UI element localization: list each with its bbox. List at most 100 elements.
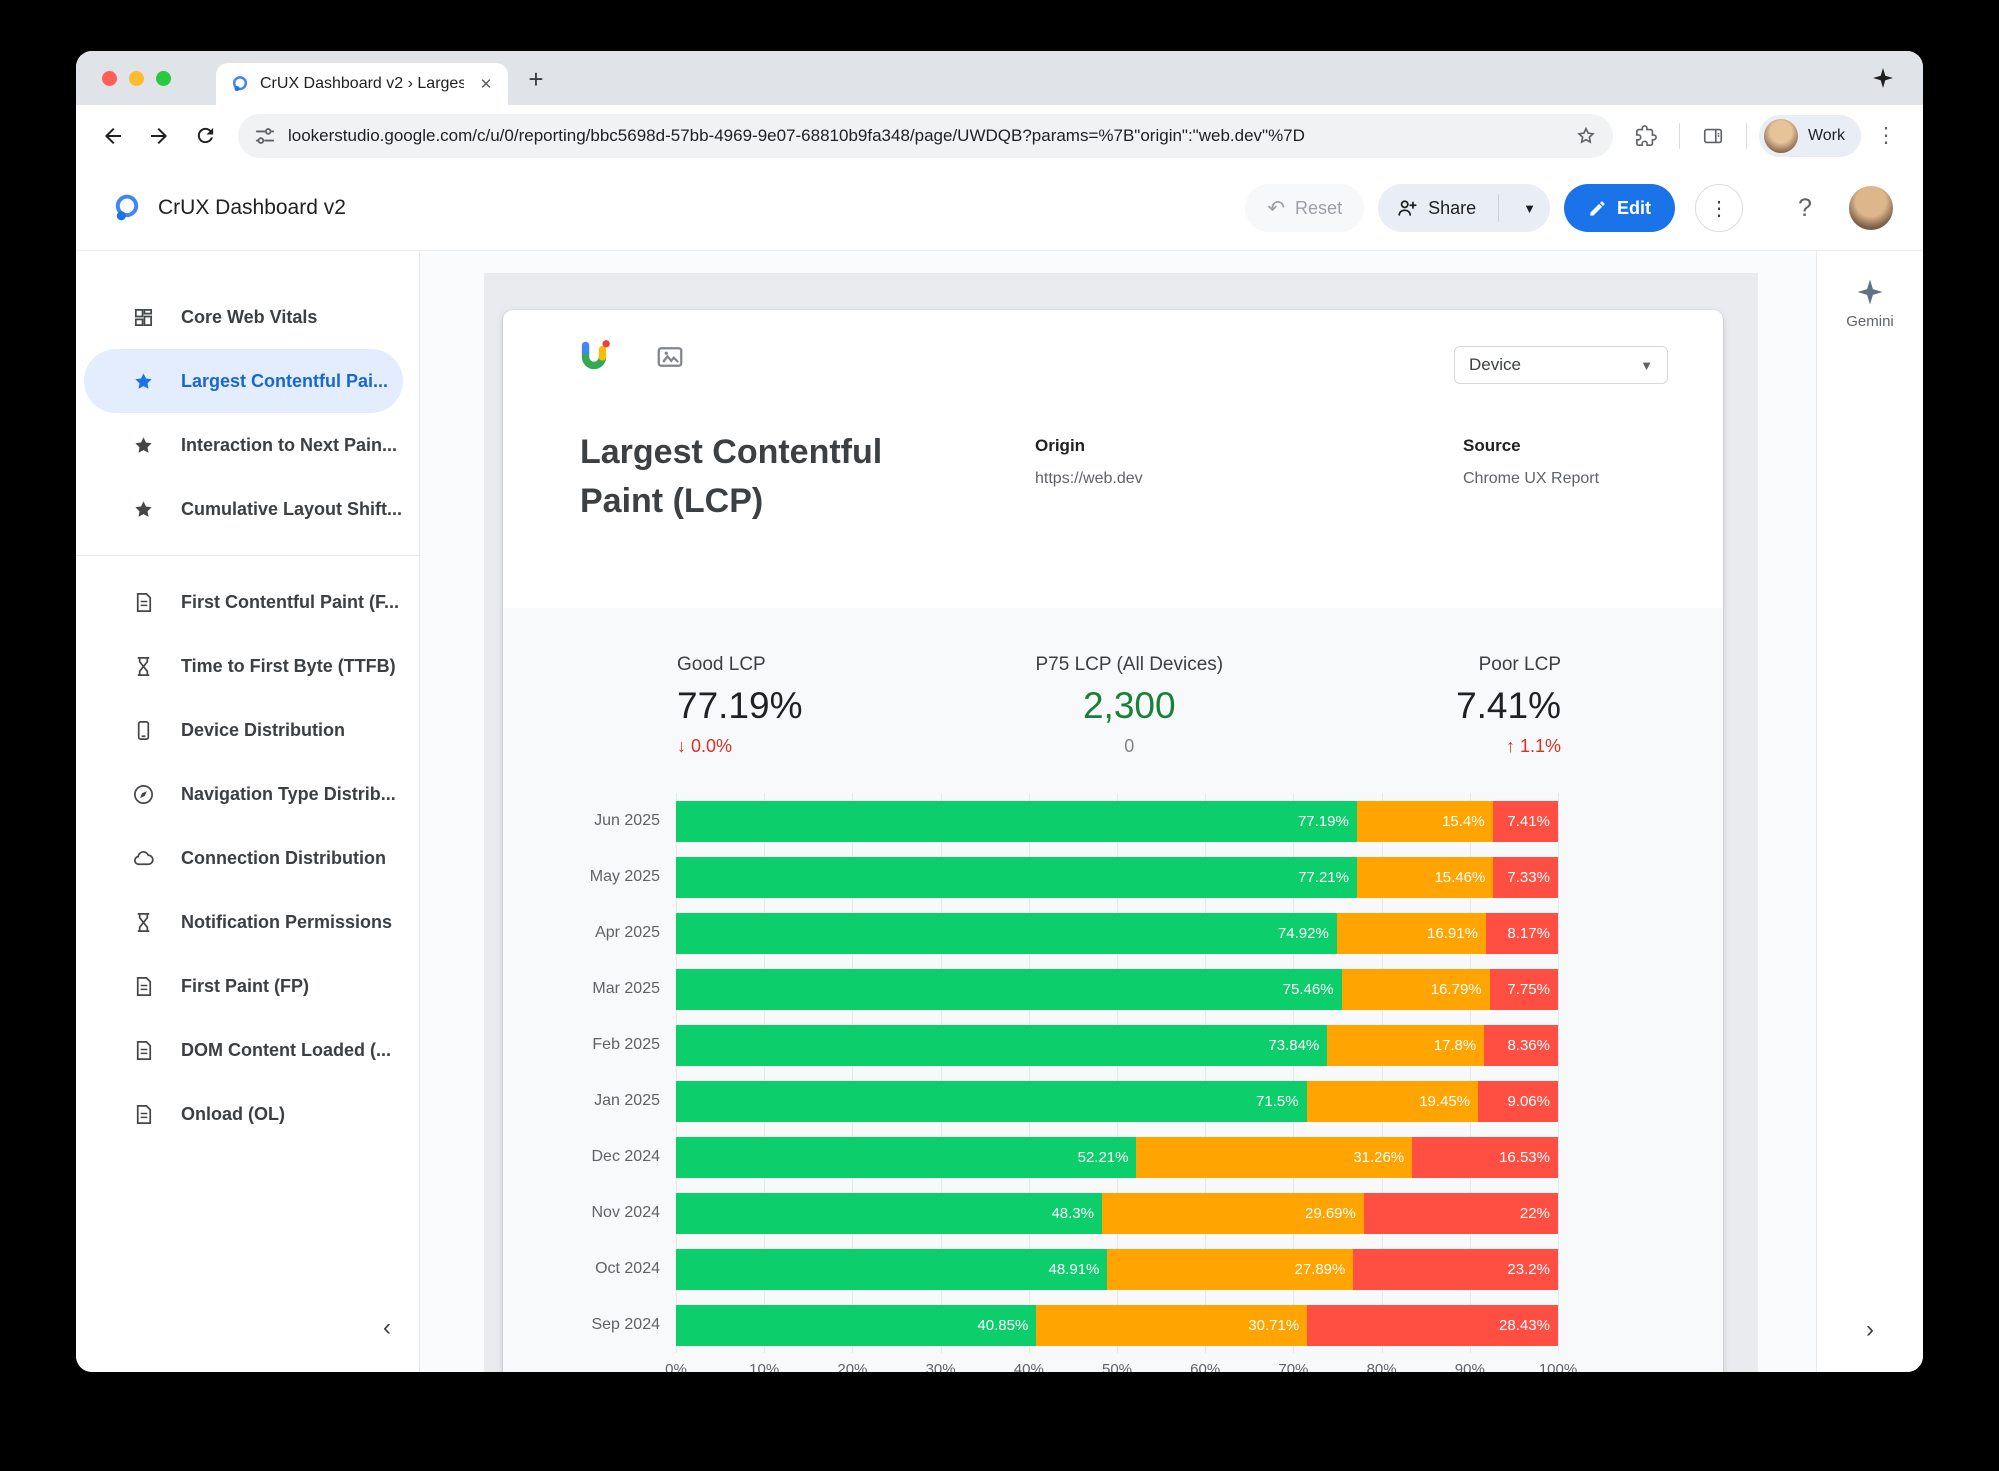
close-window-button[interactable] (102, 71, 117, 86)
bar-segment-needs-improvement[interactable]: 30.71% (1036, 1304, 1308, 1346)
chart-row-bars: 40.85% 30.71% 28.43% (676, 1304, 1558, 1346)
help-icon[interactable]: ? (1798, 193, 1812, 222)
sidebar-item[interactable]: Largest Contentful Pai... (84, 349, 403, 413)
sidebar-item[interactable]: Time to First Byte (TTFB) (84, 634, 403, 698)
report-card-header: Device ▼ Largest Contentful Paint (LCP) … (503, 310, 1723, 608)
bar-segment-good[interactable]: 48.3% (676, 1192, 1102, 1234)
bar-segment-poor[interactable]: 16.53% (1412, 1136, 1558, 1178)
bar-segment-poor[interactable]: 23.2% (1353, 1248, 1558, 1290)
bar-segment-good[interactable]: 77.19% (676, 800, 1357, 842)
account-avatar[interactable] (1849, 186, 1893, 230)
report-logo-icon (575, 338, 613, 376)
device-filter-select[interactable]: Device ▼ (1454, 346, 1668, 384)
image-icon[interactable] (655, 342, 685, 372)
bar-segment-poor[interactable]: 8.36% (1484, 1024, 1558, 1066)
browser-menu-icon[interactable]: ⋮ (1875, 124, 1897, 147)
sidebar-item[interactable]: Interaction to Next Pain... (84, 413, 403, 477)
side-panel-icon[interactable] (1692, 115, 1734, 157)
chart-row-bars: 48.3% 29.69% 22% (676, 1192, 1558, 1234)
profile-chip[interactable]: Work (1758, 114, 1861, 157)
bar-segment-poor[interactable]: 7.75% (1489, 968, 1558, 1010)
bar-segment-good[interactable]: 75.46% (676, 968, 1342, 1010)
bar-segment-value: 8.17% (1507, 924, 1550, 942)
bar-segment-needs-improvement[interactable]: 17.8% (1327, 1024, 1485, 1066)
bar-segment-needs-improvement[interactable]: 16.79% (1341, 968, 1490, 1010)
collapse-sidebar-icon[interactable]: ‹ (383, 1314, 391, 1341)
bar-segment-poor[interactable]: 28.43% (1307, 1304, 1558, 1346)
extensions-icon[interactable] (1625, 115, 1667, 157)
bar-segment-good[interactable]: 52.21% (676, 1136, 1137, 1178)
reload-icon[interactable] (184, 115, 226, 157)
sidebar-item[interactable]: First Paint (FP) (84, 954, 403, 1018)
reset-button[interactable]: ↶ Reset (1245, 184, 1365, 232)
tab-favicon-icon (230, 74, 250, 94)
scorecard-label: P75 LCP (All Devices) (1035, 654, 1224, 675)
toolbar-divider (1745, 122, 1747, 149)
zoom-window-button[interactable] (156, 71, 171, 86)
chart-row-label: May 2025 (589, 868, 660, 885)
share-dropdown-icon[interactable]: ▼ (1523, 200, 1536, 216)
bar-segment-good[interactable]: 74.92% (676, 912, 1337, 954)
bar-segment-value: 9.06% (1507, 1092, 1550, 1110)
gridline (1469, 793, 1471, 1353)
address-bar[interactable]: lookerstudio.google.com/c/u/0/reporting/… (238, 113, 1613, 158)
bar-segment-good[interactable]: 73.84% (676, 1024, 1328, 1066)
bar-segment-poor[interactable]: 8.17% (1485, 912, 1558, 954)
tab-sparkle-icon[interactable] (1871, 66, 1895, 90)
bar-segment-needs-improvement[interactable]: 29.69% (1102, 1192, 1364, 1234)
bar-segment-value: 30.71% (1248, 1316, 1300, 1334)
site-settings-icon[interactable] (254, 125, 276, 147)
scorecard-p75-lcp: P75 LCP (All Devices) 2,300 0 (1035, 654, 1223, 757)
sidebar-item[interactable]: Connection Distribution (84, 826, 403, 890)
bar-segment-needs-improvement[interactable]: 16.91% (1336, 912, 1486, 954)
sidebar-item[interactable]: DOM Content Loaded (... (84, 1018, 403, 1082)
looker-studio-logo-icon (110, 191, 144, 225)
bar-segment-poor[interactable]: 7.41% (1492, 800, 1558, 842)
gemini-sparkle-icon[interactable] (1855, 277, 1885, 307)
bar-segment-needs-improvement[interactable]: 15.4% (1356, 800, 1493, 842)
sidebar-item[interactable]: Onload (OL) (84, 1082, 403, 1146)
bar-segment-needs-improvement[interactable]: 27.89% (1107, 1248, 1354, 1290)
bar-segment-value: 7.75% (1507, 980, 1550, 998)
chart-row-label: Dec 2024 (591, 1148, 661, 1165)
sidebar-item[interactable]: Core Web Vitals (84, 285, 403, 349)
origin-block: Origin https://web.dev (1035, 436, 1143, 488)
share-button[interactable]: Share ▼ (1378, 184, 1550, 232)
bar-segment-needs-improvement[interactable]: 15.46% (1356, 856, 1494, 898)
bar-segment-poor[interactable]: 7.33% (1493, 856, 1558, 898)
bar-segment-value: 7.41% (1507, 812, 1550, 830)
bookmark-star-icon[interactable] (1575, 125, 1597, 147)
new-tab-button[interactable]: + (528, 63, 544, 94)
bar-segment-good[interactable]: 71.5% (676, 1080, 1307, 1122)
bar-segment-needs-improvement[interactable]: 31.26% (1136, 1136, 1413, 1178)
browser-tab[interactable]: CrUX Dashboard v2 › Largest ✕ (216, 63, 508, 105)
sidebar-item[interactable]: First Contentful Paint (F... (84, 570, 403, 634)
sidebar-item[interactable]: Navigation Type Distrib... (84, 762, 403, 826)
scorecard-delta: ↓ 0.0% (677, 736, 733, 756)
bar-segment-good[interactable]: 40.85% (676, 1304, 1037, 1346)
sidebar-item[interactable]: Notification Permissions (84, 890, 403, 954)
forward-icon[interactable] (138, 115, 180, 157)
report-name[interactable]: CrUX Dashboard v2 (158, 196, 346, 219)
url-text[interactable]: lookerstudio.google.com/c/u/0/reporting/… (288, 125, 1305, 145)
sidebar-item[interactable]: Device Distribution (84, 698, 403, 762)
expand-rail-icon[interactable]: › (1866, 1316, 1874, 1343)
hourglass-icon (132, 911, 155, 934)
scorecard-value: 2,300 (1082, 685, 1176, 726)
star-icon (132, 434, 155, 457)
bar-segment-poor[interactable]: 9.06% (1478, 1080, 1558, 1122)
browser-toolbar: lookerstudio.google.com/c/u/0/reporting/… (76, 105, 1923, 166)
edit-button[interactable]: Edit (1564, 184, 1675, 232)
sidebar-item[interactable]: Cumulative Layout Shift... (84, 477, 403, 541)
scorecards: Good LCP 77.19% ↓ 0.0% P75 LCP (All Devi… (503, 608, 1723, 757)
bar-segment-needs-improvement[interactable]: 19.45% (1306, 1080, 1479, 1122)
report-menu-icon[interactable]: ⋮ (1695, 184, 1743, 232)
bar-segment-good[interactable]: 77.21% (676, 856, 1357, 898)
tab-close-icon[interactable]: ✕ (479, 76, 493, 93)
sidebar-item-label: Navigation Type Distrib... (181, 783, 396, 804)
bar-segment-good[interactable]: 48.91% (676, 1248, 1108, 1290)
back-icon[interactable] (92, 115, 134, 157)
minimize-window-button[interactable] (129, 71, 144, 86)
bar-segment-poor[interactable]: 22% (1363, 1192, 1558, 1234)
bar-segment-value: 48.91% (1048, 1260, 1100, 1278)
